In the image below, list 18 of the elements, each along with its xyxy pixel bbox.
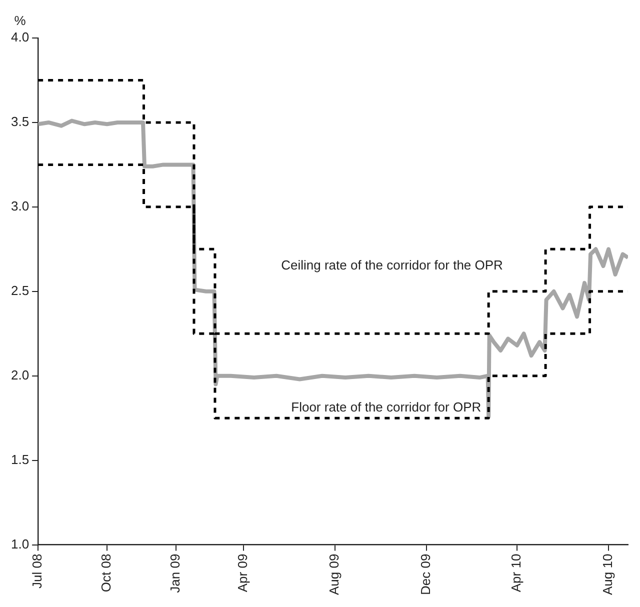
y-tick-label: 4.0 xyxy=(10,30,30,45)
x-tick-label: Aug 09 xyxy=(326,554,342,595)
y-tick-label: 2.5 xyxy=(10,282,30,298)
y-tick-label: 1.5 xyxy=(10,452,30,467)
y-tick-label: 3.0 xyxy=(10,198,30,214)
x-tick-label: Aug 10 xyxy=(600,554,616,595)
y-tick-label: 1.0 xyxy=(10,536,30,552)
x-tick-label: Jul 08 xyxy=(30,554,45,588)
annotation: Ceiling rate of the corridor for the OPR xyxy=(281,258,503,273)
x-tick-label: Apr 10 xyxy=(508,554,524,592)
annotation: Floor rate of the corridor for OPR xyxy=(291,400,482,415)
x-tick-label: Jan 09 xyxy=(168,554,183,593)
y-tick-label: 2.0 xyxy=(10,367,30,382)
y-axis-title: % xyxy=(14,13,26,28)
x-tick-label: Apr 09 xyxy=(235,554,250,592)
x-tick-label: Dec 09 xyxy=(418,554,433,595)
x-tick-label: Oct 08 xyxy=(98,554,114,592)
y-tick-label: 3.5 xyxy=(10,114,30,130)
